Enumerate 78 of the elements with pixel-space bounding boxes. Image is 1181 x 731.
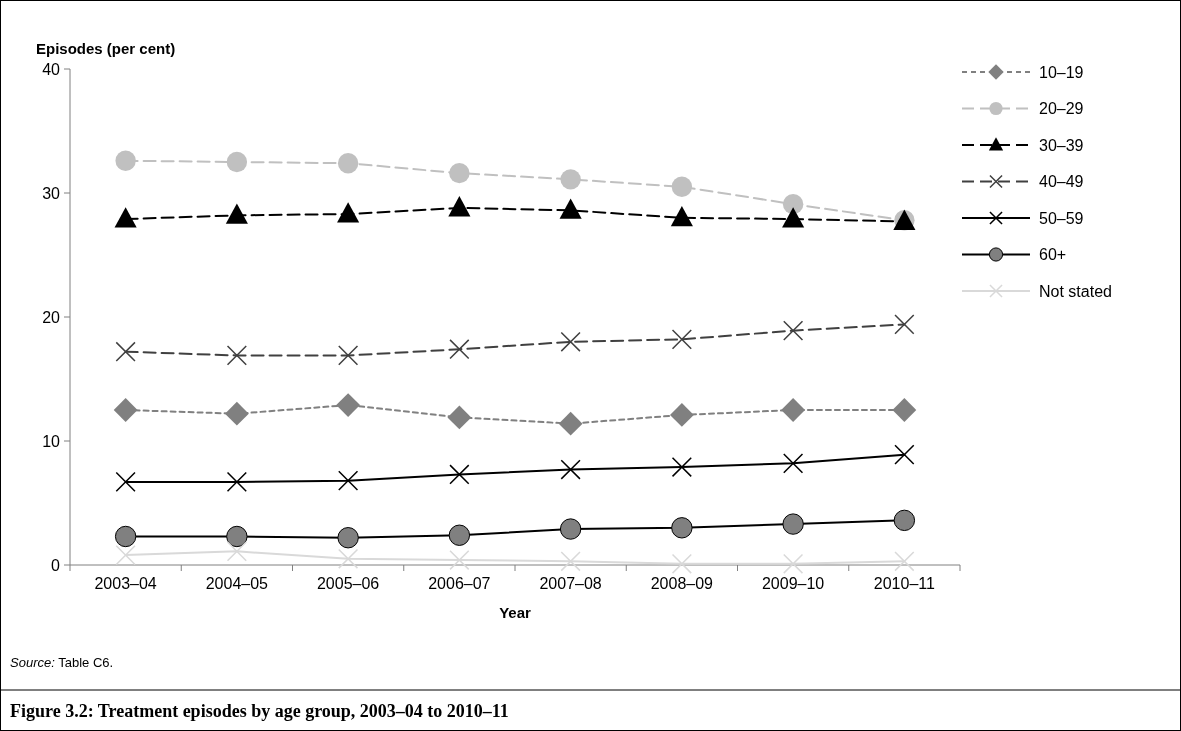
point: [114, 207, 137, 228]
point: [115, 544, 136, 566]
point: [338, 470, 359, 491]
point: [337, 153, 359, 174]
point: [449, 549, 470, 571]
point: [892, 398, 917, 422]
point: [560, 551, 581, 572]
point: [560, 331, 581, 352]
point: [226, 151, 248, 173]
x-tick-label: 2009–10: [761, 575, 825, 592]
x-tick-label: 2010–11: [873, 575, 936, 592]
point: [894, 444, 915, 465]
point: [114, 525, 137, 548]
point: [783, 320, 804, 341]
point: [225, 203, 248, 224]
x-tick-label: 2007–08: [539, 575, 602, 592]
y-tick-label: 10: [42, 432, 61, 450]
x-tick-label: 2003–04: [94, 575, 157, 592]
point: [448, 195, 471, 217]
point: [560, 169, 581, 190]
point: [336, 393, 361, 417]
legend-label: 50–59: [1039, 209, 1084, 227]
point: [338, 345, 359, 366]
point: [894, 314, 915, 335]
point: [671, 517, 693, 539]
y-axis-title: Episodes (per cent): [36, 40, 176, 57]
legend-label: Not stated: [1039, 282, 1112, 300]
point: [449, 162, 470, 184]
point: [669, 403, 694, 427]
y-tick-label: 30: [42, 184, 61, 202]
legend-label: 20–29: [1039, 100, 1084, 118]
x-tick-label: 2006–07: [428, 575, 491, 592]
point: [113, 398, 138, 422]
point: [782, 207, 805, 228]
point: [671, 176, 693, 197]
x-axis-title: Year: [499, 604, 532, 621]
x-tick-label: 2008–09: [650, 575, 714, 592]
y-tick-label: 40: [42, 60, 61, 78]
x-tick-label: 2005–06: [316, 575, 380, 592]
point: [226, 541, 247, 562]
point: [337, 202, 360, 223]
point: [115, 150, 136, 171]
point: [338, 548, 359, 569]
point: [558, 411, 583, 436]
point: [671, 456, 692, 478]
y-tick-label: 20: [42, 308, 61, 326]
point: [560, 459, 581, 480]
point: [783, 553, 804, 574]
point: [671, 329, 692, 350]
point: [449, 339, 470, 360]
point: [448, 524, 471, 546]
y-tick-label: 0: [51, 556, 61, 574]
legend-label: 60+: [1039, 246, 1067, 264]
source-note: Source: Table C6.: [10, 655, 114, 670]
text: Figure 3.2: Treatment episodes by age group, 2003–04 to 2010–11: [10, 701, 509, 721]
point: [226, 471, 247, 493]
point: [226, 345, 247, 366]
legend-label: 30–39: [1039, 136, 1084, 154]
legend-label: 10–19: [1039, 63, 1084, 81]
point: [782, 193, 804, 215]
point: [782, 513, 804, 535]
point: [670, 205, 693, 227]
point: [449, 464, 470, 485]
point: [894, 551, 915, 572]
point: [226, 525, 248, 548]
point: [781, 398, 806, 422]
point: [559, 518, 582, 540]
point: [783, 453, 804, 474]
point: [893, 509, 916, 532]
point: [447, 405, 472, 430]
x-tick-label: 2004–05: [205, 575, 269, 592]
point: [671, 553, 692, 574]
point: [559, 198, 582, 219]
legend-label: 40–49: [1039, 173, 1084, 191]
point: [115, 471, 136, 493]
point: [224, 401, 249, 426]
point: [337, 527, 359, 549]
point: [115, 341, 136, 362]
